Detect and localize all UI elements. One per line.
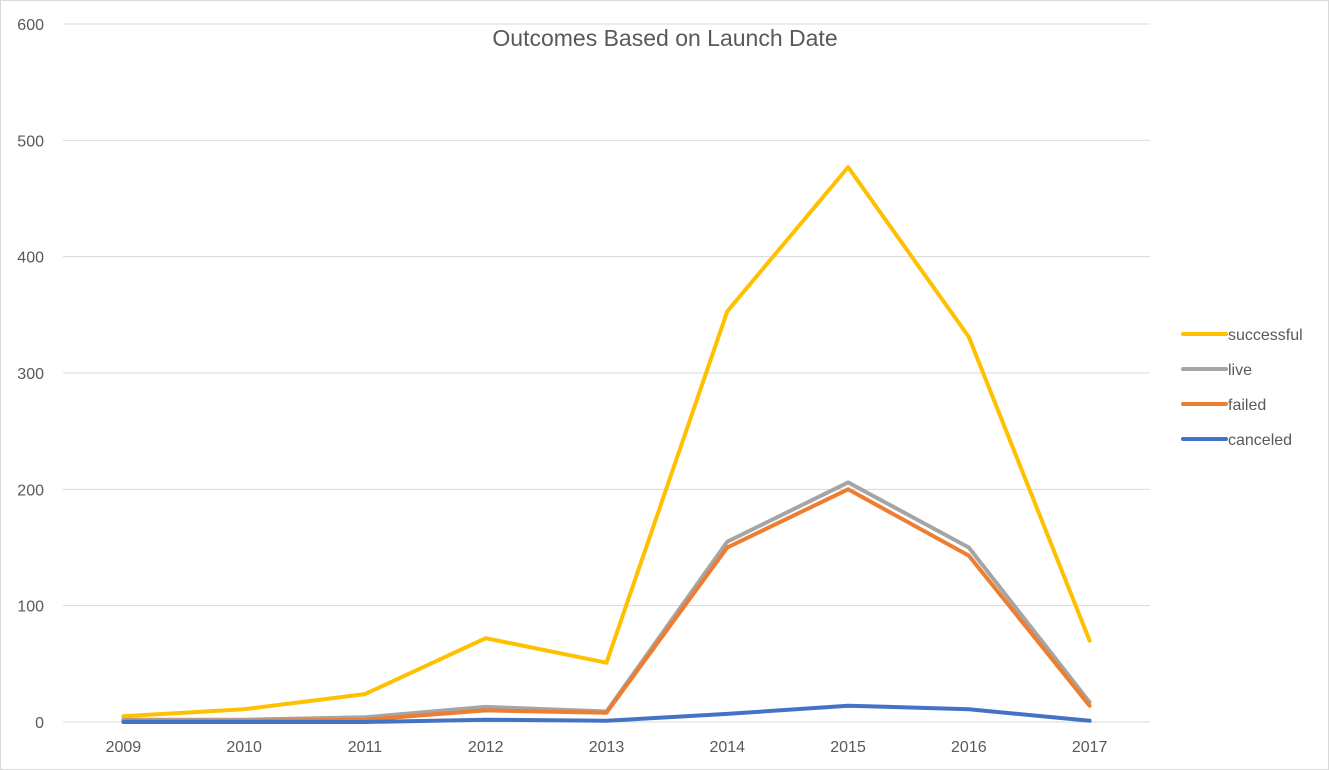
- y-axis-ticks: 0 100 200 300 400 500 600: [17, 17, 44, 732]
- y-tick-label: 500: [17, 133, 44, 150]
- x-tick-label: 2016: [951, 739, 987, 756]
- series-line-canceled: [121, 703, 1092, 724]
- y-tick-label: 400: [17, 250, 44, 267]
- y-tick-label: 200: [17, 482, 44, 499]
- series-line-successful: [121, 165, 1092, 719]
- y-tick-label: 600: [17, 17, 44, 34]
- x-tick-label: 2014: [709, 739, 745, 756]
- legend-label-successful: successful: [1228, 327, 1303, 344]
- x-tick-label: 2009: [106, 739, 142, 756]
- series-line-live: [121, 480, 1092, 722]
- chart-title: Outcomes Based on Launch Date: [492, 25, 837, 51]
- y-tick-label: 100: [17, 599, 44, 616]
- legend-label-failed: failed: [1228, 397, 1266, 414]
- x-tick-label: 2011: [348, 739, 383, 756]
- x-tick-label: 2017: [1072, 739, 1108, 756]
- x-axis-ticks: 2009 2010 2011 2012 2013 2014 2015 2016 2017: [106, 739, 1108, 756]
- x-tick-label: 2012: [468, 739, 504, 756]
- y-tick-label: 300: [17, 366, 44, 383]
- gridlines: [63, 23, 1150, 723]
- y-tick-label: 0: [35, 715, 44, 732]
- series-line-failed: [121, 487, 1092, 723]
- x-tick-label: 2015: [830, 739, 866, 756]
- x-tick-label: 2013: [589, 739, 625, 756]
- series-lines: [121, 165, 1092, 724]
- legend-label-live: live: [1228, 362, 1252, 379]
- x-tick-label: 2010: [226, 739, 262, 756]
- legend-label-canceled: canceled: [1228, 432, 1292, 449]
- legend: successful live failed canceled: [1181, 327, 1303, 449]
